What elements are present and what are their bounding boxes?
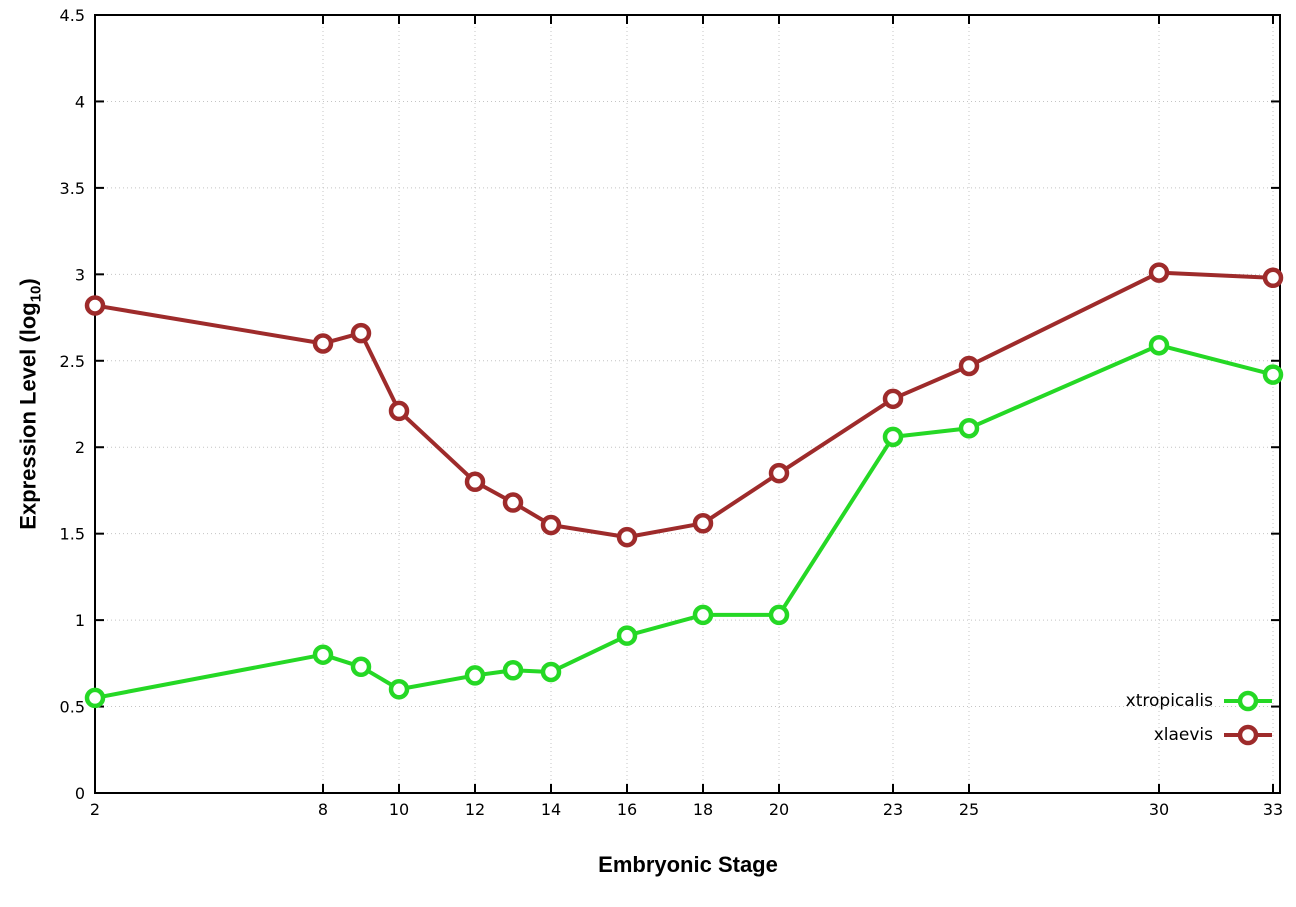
legend-label-xlaevis: xlaevis	[1153, 725, 1213, 745]
x-tick-label: 20	[769, 800, 789, 819]
data-point-xtropicalis	[350, 656, 372, 678]
y-tick-label: 3.5	[60, 179, 85, 198]
data-point-xtropicalis	[958, 417, 980, 439]
x-tick-label: 8	[318, 800, 328, 819]
y-axis-title: Expression Level (log10)	[15, 278, 44, 529]
data-point-xlaevis	[350, 322, 372, 344]
x-tick-label: 33	[1263, 800, 1283, 819]
y-tick-label: 2	[75, 438, 85, 457]
data-point-xlaevis	[502, 492, 524, 513]
x-tick-label: 25	[959, 800, 979, 819]
legend-marker-xlaevis	[1224, 724, 1272, 746]
data-point-xtropicalis	[1262, 364, 1284, 385]
data-point-xtropicalis	[464, 665, 486, 686]
x-tick-label: 14	[541, 800, 561, 819]
y-axis-title-subscript: 10	[27, 285, 45, 303]
y-tick-label: 4	[75, 92, 85, 111]
data-point-xlaevis	[1262, 267, 1284, 289]
data-point-xtropicalis	[616, 625, 638, 646]
data-point-xtropicalis	[502, 659, 524, 681]
legend-label-xtropicalis: xtropicalis	[1125, 691, 1213, 711]
x-tick-label: 30	[1149, 800, 1169, 819]
plot-border	[94, 14, 1281, 794]
x-tick-label: 12	[465, 800, 485, 819]
data-point-xlaevis	[616, 526, 638, 548]
data-point-xtropicalis	[388, 679, 410, 700]
legend: xtropicalis xlaevis	[1126, 686, 1274, 750]
data-point-xtropicalis	[768, 604, 790, 626]
x-axis-title: Embryonic Stage	[598, 852, 778, 877]
series-line-xlaevis	[93, 270, 1275, 540]
legend-marker-xtropicalis	[1224, 690, 1272, 712]
data-point-xlaevis	[388, 400, 410, 422]
legend-sample-point	[1237, 690, 1259, 712]
y-tick-label: 4.5	[60, 6, 85, 25]
data-point-xtropicalis	[312, 644, 334, 665]
data-point-xlaevis	[768, 462, 790, 484]
data-point-xlaevis	[692, 513, 714, 534]
y-tick-label: 1	[75, 611, 85, 630]
data-point-xlaevis	[1148, 262, 1170, 283]
x-tick-label: 18	[693, 800, 713, 819]
data-point-xtropicalis	[692, 604, 714, 626]
series-line-xtropicalis	[93, 343, 1275, 700]
x-tick-label: 16	[617, 800, 637, 819]
legend-row-xlaevis: xlaevis	[1126, 720, 1274, 750]
legend-sample-point	[1237, 724, 1259, 746]
data-point-xtropicalis	[1148, 334, 1170, 356]
y-axis-title-suffix: )	[15, 278, 41, 286]
y-tick-label: 1.5	[60, 525, 85, 544]
x-tick-label: 10	[389, 800, 409, 819]
y-tick-label: 0	[75, 784, 85, 803]
data-point-xlaevis	[312, 333, 334, 354]
data-point-xlaevis	[958, 355, 980, 377]
legend-row-xtropicalis: xtropicalis	[1126, 686, 1274, 716]
y-tick-label: 2.5	[60, 352, 85, 371]
data-point-xlaevis	[464, 471, 486, 493]
y-tick-label: 0.5	[60, 698, 85, 717]
data-point-xtropicalis	[84, 687, 106, 709]
x-tick-label: 23	[883, 800, 903, 819]
x-tick-label: 2	[90, 800, 100, 819]
y-tick-label: 3	[75, 265, 85, 284]
data-point-xlaevis	[540, 514, 562, 536]
data-point-xlaevis	[882, 388, 904, 410]
data-point-xtropicalis	[882, 426, 904, 448]
y-axis-title-text: Expression Level (log	[15, 302, 41, 530]
data-point-xlaevis	[84, 295, 106, 316]
data-point-xtropicalis	[540, 661, 562, 683]
